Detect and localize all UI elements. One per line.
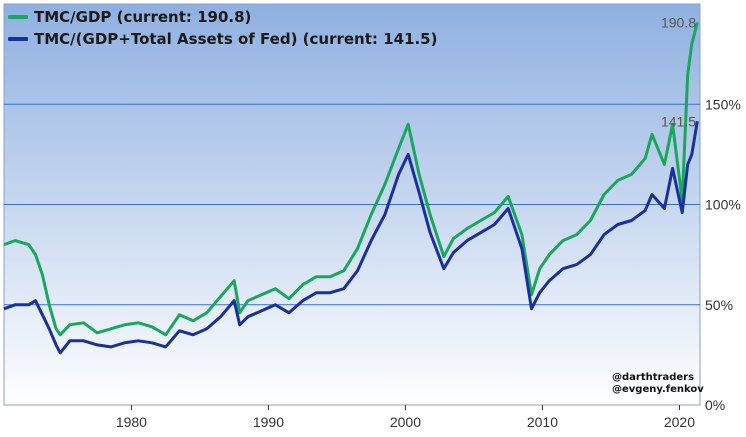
credit-line-1: @darthtraders bbox=[612, 372, 695, 383]
y-axis: 0% 50% 100% 150% bbox=[705, 96, 741, 413]
x-tick-label: 2010 bbox=[527, 414, 558, 430]
legend-label-tmc-gdp: TMC/GDP (current: 190.8) bbox=[34, 8, 252, 26]
y-tick-label: 0% bbox=[705, 397, 725, 413]
grid bbox=[4, 103, 700, 306]
x-tick-label: 2020 bbox=[664, 414, 695, 430]
series-end-label-0: 190.8 bbox=[661, 14, 696, 30]
end-labels: 190.8 141.5 bbox=[661, 14, 696, 129]
credit-line-2: @evgeny.fenkov bbox=[612, 384, 704, 395]
y-tick-label: 150% bbox=[705, 96, 741, 112]
legend-label-tmc-gdp-fed: TMC/(GDP+Total Assets of Fed) (current: … bbox=[34, 30, 438, 48]
credits: @darthtraders @evgeny.fenkov bbox=[612, 372, 704, 396]
x-tick-label: 1990 bbox=[253, 414, 284, 430]
legend-item-tmc-gdp: TMC/GDP (current: 190.8) bbox=[8, 6, 437, 28]
series-group bbox=[3, 22, 699, 355]
legend-swatch-blue bbox=[8, 37, 28, 41]
y-tick-label: 50% bbox=[705, 297, 733, 313]
y-tick-label: 100% bbox=[705, 197, 741, 213]
x-axis: 1980 1990 2000 2010 2020 bbox=[116, 405, 695, 430]
x-tick-label: 1980 bbox=[116, 414, 147, 430]
series-line-0 bbox=[3, 22, 699, 337]
series-line-1 bbox=[3, 121, 699, 355]
legend-item-tmc-gdp-fed: TMC/(GDP+Total Assets of Fed) (current: … bbox=[8, 28, 437, 50]
legend: TMC/GDP (current: 190.8) TMC/(GDP+Total … bbox=[8, 6, 437, 50]
x-tick-label: 2000 bbox=[390, 414, 421, 430]
legend-swatch-green bbox=[8, 15, 28, 19]
series-end-label-1: 141.5 bbox=[661, 113, 696, 129]
